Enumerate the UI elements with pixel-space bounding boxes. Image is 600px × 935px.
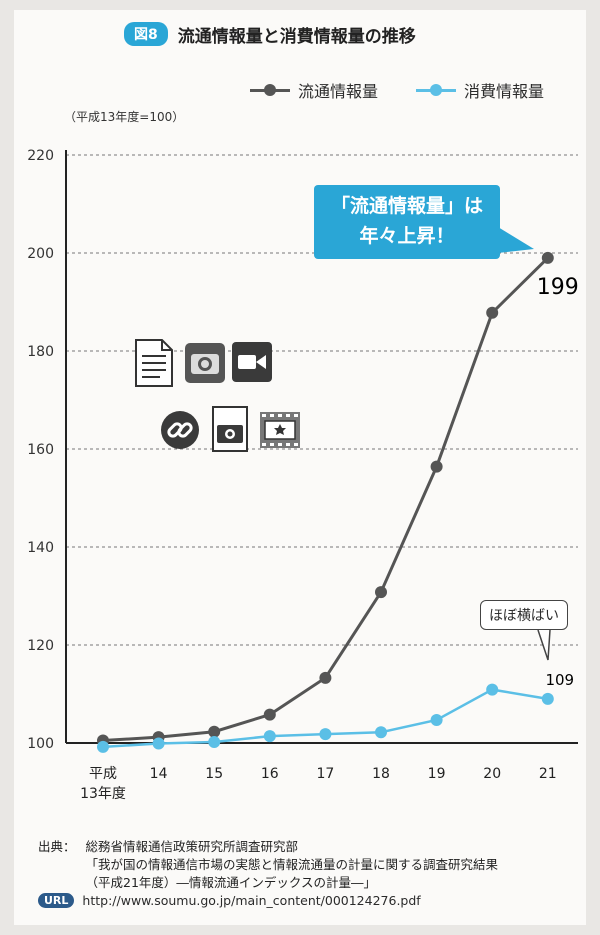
data-point: [263, 708, 276, 721]
data-point: [319, 728, 332, 741]
bubble-pointer: [537, 629, 551, 661]
x-tick-label: 17: [316, 766, 334, 782]
y-tick-label: 140: [27, 540, 54, 556]
legend-swatch-consumption: [416, 83, 457, 97]
x-tick-label: 21: [539, 766, 557, 782]
figure-badge: 図8: [124, 22, 168, 46]
data-point: [97, 740, 109, 753]
data-point: [263, 730, 276, 743]
x-tick-label: 19: [428, 766, 446, 782]
x-tick-label: 14: [150, 766, 168, 782]
callout-box: 「流通情報量」は 年々上昇！: [314, 185, 500, 259]
x-tick-label: 20: [483, 766, 501, 782]
photo-book-icon: [212, 406, 248, 452]
callout-pointer: [498, 227, 534, 253]
y-tick-label: 180: [27, 344, 54, 360]
source-block: 出典： 総務省情報通信政策研究所調査研究部 「我が国の情報通信市場の実態と情報流…: [38, 838, 498, 892]
data-point: [430, 460, 443, 473]
source-line: 総務省情報通信政策研究所調査研究部: [85, 839, 299, 854]
page: [14, 10, 586, 925]
y-tick-label: 220: [27, 148, 54, 164]
series-line: [102, 256, 549, 743]
y-tick-label: 100: [27, 736, 54, 752]
data-point: [319, 671, 332, 684]
data-point: [430, 713, 443, 726]
link-icon: [161, 411, 199, 449]
x-tick-label: 15: [205, 766, 223, 782]
legend-swatch-circulation: [250, 83, 290, 97]
source-line: （平成21年度）―情報流通インデックスの計量―」: [85, 875, 377, 890]
video-camera-icon: [232, 342, 272, 382]
data-point: [375, 726, 387, 739]
legend-label-circulation: 流通情報量: [298, 82, 379, 101]
legend: 流通情報量 消費情報量: [250, 78, 582, 102]
source-label: 出典：: [38, 839, 76, 854]
y-tick-label: 160: [27, 442, 54, 458]
x-tick-label: 13年度: [80, 786, 126, 802]
callout-line-2: 年々上昇！: [359, 225, 455, 247]
annotation-bubble: ほぼ横ばい: [480, 600, 568, 630]
data-point: [208, 725, 221, 738]
x-tick-label: 16: [261, 766, 279, 782]
data-point: [486, 306, 499, 319]
callout-line-1: 「流通情報量」は: [330, 195, 483, 217]
data-point: [152, 737, 165, 750]
y-tick-label: 120: [27, 638, 54, 654]
legend-label-consumption: 消費情報量: [464, 82, 545, 101]
source-url[interactable]: http://www.soumu.go.jp/main_content/0001…: [82, 893, 421, 908]
x-tick-label: 平成: [89, 766, 117, 782]
data-point: [208, 736, 221, 749]
end-value-label: 109: [545, 671, 574, 689]
x-tick-label: 18: [372, 766, 390, 782]
data-point: [486, 683, 499, 696]
figure-title-row: 図8 流通情報量と消費情報量の推移: [124, 22, 416, 47]
data-point: [541, 251, 554, 264]
legend-item-circulation: 流通情報量: [250, 78, 378, 102]
end-value-label: 199: [537, 275, 579, 300]
url-badge: URL: [38, 893, 75, 908]
data-point: [375, 586, 387, 599]
y-tick-label: 200: [27, 246, 54, 262]
figure-title: 流通情報量と消費情報量の推移: [177, 26, 416, 47]
data-point: [541, 692, 554, 705]
document-icon: [135, 339, 173, 387]
camera-icon: [185, 343, 225, 383]
url-row: URL http://www.soumu.go.jp/main_content/…: [38, 893, 421, 908]
legend-item-consumption: 消費情報量: [416, 78, 544, 102]
source-line: 「我が国の情報通信市場の実態と情報流通量の計量に関する調査研究結果: [85, 857, 499, 872]
unit-note: （平成13年度=100）: [64, 110, 185, 124]
film-icon: [260, 412, 300, 448]
